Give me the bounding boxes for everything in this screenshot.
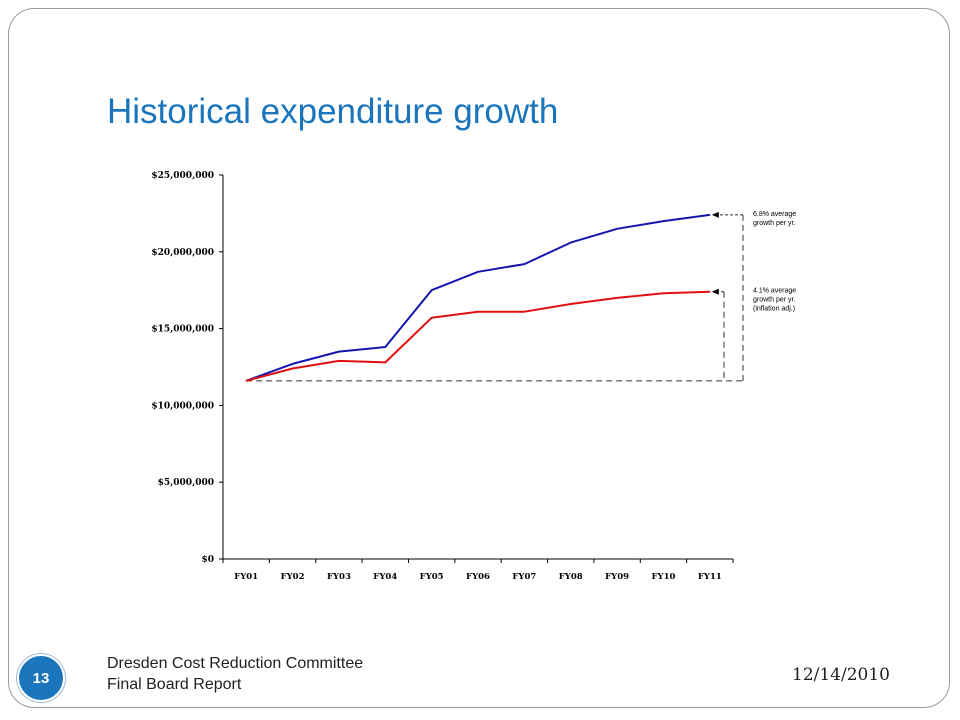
data-point-1 — [570, 241, 572, 244]
data-point-2 — [709, 291, 711, 293]
arrow-head — [711, 288, 719, 295]
slide-title: Historical expenditure growth — [107, 92, 559, 131]
page-number-badge: 13 — [17, 654, 65, 702]
data-point-1 — [616, 228, 618, 230]
x-tick-label: FY02 — [281, 572, 305, 582]
data-point-2 — [570, 303, 572, 305]
footer-text: Dresden Cost Reduction Committee Final B… — [107, 653, 363, 695]
data-point-1 — [477, 271, 479, 273]
data-point-1 — [291, 363, 294, 365]
series-line-1 — [245, 213, 710, 382]
data-point-2 — [291, 367, 294, 370]
x-tick-label: FY05 — [420, 572, 444, 582]
growth-annotation: growth per yr. — [753, 220, 795, 227]
x-tick-label: FY08 — [559, 572, 583, 582]
series-line-2 — [245, 290, 710, 382]
arrow-head — [711, 211, 719, 218]
data-point-2 — [338, 360, 340, 362]
y-tick-label: $0 — [201, 555, 214, 565]
x-tick-label: FY06 — [466, 572, 490, 582]
data-point-1 — [338, 351, 340, 353]
data-point-2 — [523, 311, 525, 313]
x-tick-label: FY07 — [512, 572, 536, 582]
data-point-2 — [431, 317, 433, 319]
slide-frame — [8, 8, 950, 708]
x-tick-label: FY03 — [327, 572, 351, 582]
y-tick-label: $20,000,000 — [151, 248, 214, 258]
x-tick-label: FY01 — [234, 572, 258, 582]
data-point-2 — [616, 297, 618, 299]
growth-annotation: 4.1% average — [753, 288, 796, 295]
x-tick-label: FY04 — [373, 572, 397, 582]
growth-annotation: growth per yr. — [753, 297, 795, 304]
data-point-1 — [709, 214, 711, 216]
y-tick-label: $25,000,000 — [151, 171, 214, 181]
y-tick-label: $10,000,000 — [151, 401, 214, 411]
footer-report: Final Board Report — [107, 676, 242, 693]
data-point-1 — [662, 220, 665, 222]
data-point-1 — [523, 263, 525, 265]
data-point-1 — [431, 289, 433, 291]
data-point-2 — [245, 380, 247, 382]
footer-committee: Dresden Cost Reduction Committee — [107, 655, 364, 672]
slide-date: 12/14/2010 — [792, 665, 890, 685]
data-point-2 — [662, 292, 665, 294]
y-tick-label: $15,000,000 — [151, 325, 214, 335]
data-point-1 — [384, 346, 386, 348]
growth-annotation: (inflation adj.) — [753, 306, 795, 313]
x-tick-label: FY11 — [698, 572, 722, 582]
y-tick-label: $5,000,000 — [158, 478, 214, 488]
x-tick-label: FY09 — [605, 572, 629, 582]
data-point-2 — [477, 311, 479, 313]
x-tick-label: FY10 — [651, 572, 675, 582]
data-point-2 — [384, 361, 386, 363]
growth-annotation: 6.8% average — [753, 211, 796, 218]
